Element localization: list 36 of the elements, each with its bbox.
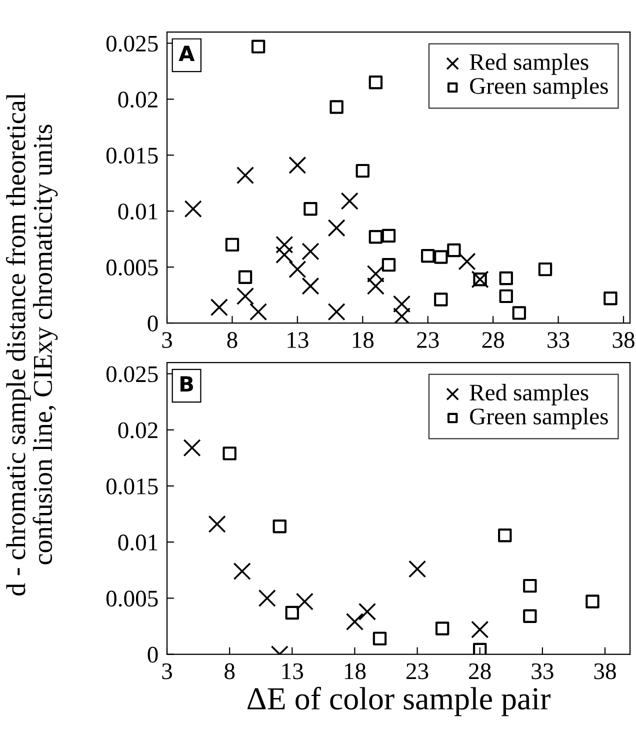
legend-label: Green samples: [470, 77, 608, 99]
x-tick-label: 38: [612, 332, 634, 348]
y-tick-label: 0.025: [106, 366, 158, 382]
y-axis-title: d - chromatic sample distance from theoretical confusion line, CIExy chromaticity units: [6, 93, 58, 596]
legend-label: Green samples: [470, 408, 608, 430]
x-tick-label: 38: [594, 663, 616, 680]
y-tick-label: 0.005: [106, 260, 158, 276]
annotation: A: [178, 46, 195, 61]
x-tick-label: 3: [162, 332, 172, 348]
x-tick-label: 28: [469, 663, 491, 680]
x-axis-title: ΔE of color sample pair: [248, 686, 550, 716]
x-tick-label: 23: [417, 332, 439, 348]
y-tick-label: 0.02: [118, 422, 158, 438]
x-tick-label: 23: [406, 663, 428, 680]
x-tick-label: 13: [288, 332, 308, 348]
x-tick-label: 13: [282, 663, 304, 680]
y-tick-label: 0.01: [118, 534, 158, 551]
y-tick-label: 0.015: [106, 478, 158, 494]
x-tick-label: 8: [224, 663, 235, 680]
x-tick-label: 18: [344, 663, 366, 680]
y-tick-label: 0.02: [118, 92, 158, 108]
x-tick-label: 3: [162, 663, 172, 680]
x-tick-label: 18: [352, 332, 374, 348]
y-tick-label: 0: [148, 646, 158, 663]
legend-label: Red samples: [470, 384, 588, 406]
x-tick-label: 33: [548, 332, 570, 348]
x-tick-label: 33: [532, 663, 554, 680]
y-tick-label: 0: [148, 316, 158, 332]
x-tick-label: 28: [482, 332, 504, 348]
annotation: B: [180, 376, 194, 392]
x-tick-label: 8: [227, 332, 238, 348]
legend-label: Red samples: [470, 53, 588, 75]
y-tick-label: 0.005: [106, 590, 158, 607]
y-tick-label: 0.015: [106, 148, 158, 164]
y-tick-label: 0.025: [106, 36, 158, 52]
y-tick-label: 0.01: [118, 204, 158, 220]
